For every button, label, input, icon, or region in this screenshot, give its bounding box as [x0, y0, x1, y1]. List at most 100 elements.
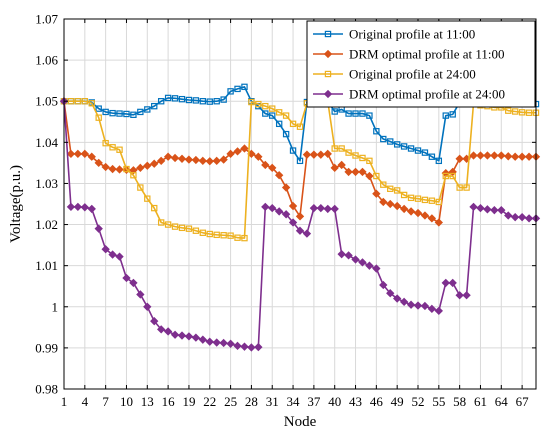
data-point	[136, 290, 145, 299]
grid	[63, 18, 536, 390]
data-point	[136, 163, 145, 172]
legend-item: Original profile at 11:00	[313, 27, 475, 42]
series-layer	[59, 83, 541, 352]
data-point	[282, 112, 290, 119]
data-point	[427, 304, 437, 313]
data-point	[88, 100, 95, 107]
data-point	[220, 232, 227, 239]
x-tick-label: 7	[102, 394, 109, 409]
x-tick-label: 46	[370, 394, 384, 409]
data-point	[151, 204, 158, 212]
data-point	[345, 149, 352, 156]
data-point	[421, 149, 429, 156]
data-point	[213, 98, 220, 105]
data-point	[469, 151, 478, 160]
data-point	[372, 189, 381, 198]
data-point	[463, 184, 470, 191]
data-point	[95, 105, 102, 112]
data-point	[366, 157, 373, 165]
data-point	[101, 245, 110, 254]
x-tick-label: 22	[203, 394, 216, 409]
data-point	[226, 339, 235, 348]
data-point	[337, 249, 346, 259]
data-point	[157, 156, 166, 165]
data-point	[407, 145, 415, 152]
data-point	[352, 110, 359, 117]
data-point	[524, 214, 534, 223]
data-point	[212, 338, 221, 347]
x-tick-label: 40	[328, 394, 341, 409]
data-point	[387, 185, 394, 192]
data-point	[442, 112, 449, 119]
data-point	[281, 210, 291, 219]
data-point	[192, 97, 200, 104]
data-point	[73, 202, 83, 212]
data-point	[380, 135, 387, 143]
y-tick-label: 1.04	[35, 135, 58, 150]
data-point	[414, 147, 422, 154]
data-point	[262, 102, 269, 110]
data-point	[67, 98, 75, 105]
data-point	[109, 144, 116, 151]
data-point	[427, 214, 437, 223]
data-point	[185, 225, 193, 232]
data-point	[262, 110, 269, 117]
data-point	[170, 153, 180, 163]
data-point	[331, 145, 338, 152]
y-axis-label: Voltage(p.u.)	[8, 165, 24, 243]
data-point	[130, 172, 137, 179]
x-tick-label: 1	[61, 394, 68, 409]
data-point	[129, 278, 138, 288]
data-point	[74, 98, 82, 105]
data-point	[170, 330, 180, 339]
data-point	[373, 172, 380, 180]
data-point	[518, 109, 526, 116]
data-point	[205, 157, 214, 166]
data-point	[414, 195, 422, 202]
data-point	[144, 106, 151, 113]
data-point	[157, 219, 165, 226]
data-point	[247, 343, 256, 352]
x-tick-label: 31	[266, 394, 279, 409]
data-point	[108, 164, 117, 174]
data-point	[219, 155, 228, 164]
data-point	[130, 111, 137, 118]
data-point	[497, 206, 506, 215]
legend-label: DRM optimal profile at 11:00	[349, 47, 505, 62]
data-point	[434, 306, 443, 316]
data-point	[358, 167, 367, 177]
data-point	[289, 120, 297, 128]
data-point	[289, 147, 297, 154]
data-point	[406, 300, 416, 309]
data-point	[163, 152, 173, 161]
y-tick-label: 1.02	[35, 217, 58, 232]
data-point	[102, 108, 109, 116]
data-point	[233, 147, 242, 156]
data-point	[428, 197, 436, 204]
data-point	[73, 149, 83, 159]
data-point	[330, 204, 339, 214]
legend-marker	[323, 89, 333, 99]
data-point	[109, 109, 116, 117]
data-point	[462, 291, 471, 300]
legend-box	[306, 20, 536, 108]
data-point	[102, 139, 109, 147]
series-2	[59, 97, 541, 227]
x-tick-label: 34	[287, 394, 301, 409]
data-point	[116, 146, 123, 153]
data-point	[80, 149, 89, 159]
data-point	[137, 184, 144, 191]
data-point	[352, 152, 359, 159]
y-tick-label: 0.98	[35, 382, 58, 397]
data-point	[400, 191, 408, 199]
data-point	[359, 110, 366, 117]
x-tick-label: 25	[224, 394, 237, 409]
data-point	[476, 151, 485, 160]
data-point	[379, 280, 388, 290]
data-point	[302, 229, 312, 238]
data-point	[456, 184, 463, 191]
x-tick-label: 61	[474, 394, 487, 409]
x-tick-label: 43	[349, 394, 362, 409]
data-point	[490, 206, 499, 215]
